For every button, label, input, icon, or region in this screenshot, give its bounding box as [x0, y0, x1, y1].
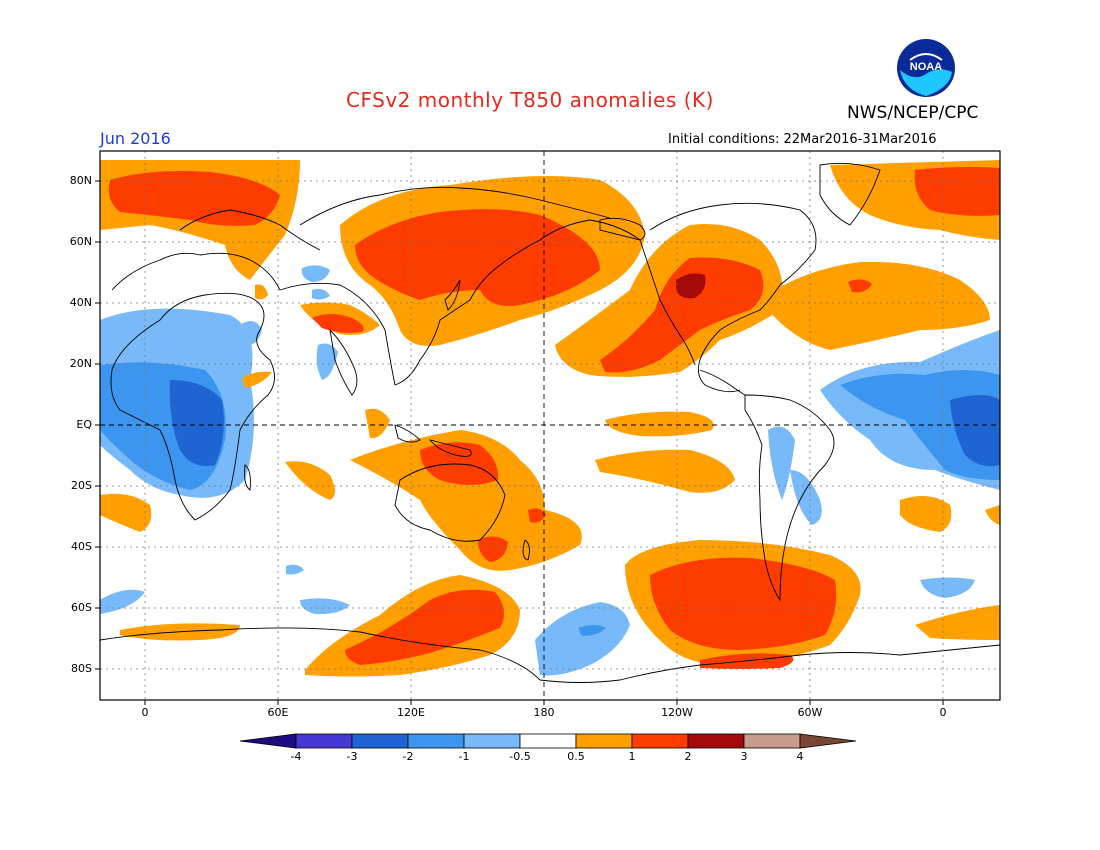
colorbar-swatch [575, 733, 633, 749]
lon-label: 120E [397, 706, 425, 719]
colorbar-swatch [631, 733, 689, 749]
map-title: CFSv2 monthly T850 anomalies (K) [346, 88, 714, 112]
colorbar-min-triangle [239, 733, 297, 749]
colorbar [239, 733, 857, 749]
colorbar-swatch [295, 733, 353, 749]
tick-marks [95, 180, 944, 705]
equator-dateline [100, 151, 1000, 700]
lat-label: 60S [71, 601, 92, 614]
colorbar-tick-label: 0.5 [567, 750, 585, 763]
lon-label: 120W [661, 706, 693, 719]
lat-label: 80N [69, 174, 92, 187]
anomaly-fields [100, 151, 1000, 700]
warm-anomaly-regions-2K [108, 166, 1000, 669]
lon-label: 180 [533, 706, 555, 719]
lat-label: 20S [71, 479, 92, 492]
lat-label: 60N [69, 235, 92, 248]
colorbar-max-triangle [799, 733, 857, 749]
lat-label: 20N [69, 357, 92, 370]
noaa-logo: NOAA [897, 39, 955, 97]
organization-label: NWS/NCEP/CPC [847, 103, 979, 123]
logo-text: NOAA [910, 61, 942, 73]
colorbar-swatch [743, 733, 801, 749]
colorbar-tick-label: -0.5 [509, 750, 531, 763]
lat-label: EQ [76, 418, 92, 431]
colorbar-tick-label: -1 [458, 750, 470, 763]
colorbar-swatch [407, 733, 465, 749]
coastlines [100, 162, 1000, 683]
grid-lines [100, 151, 1000, 700]
colorbar-tick-label: 4 [796, 750, 804, 763]
initial-conditions: Initial conditions: 22Mar2016-31Mar2016 [668, 132, 937, 147]
colorbar-swatch [463, 733, 521, 749]
warm-anomaly-regions-3K [676, 273, 706, 299]
colorbar-swatch [687, 733, 745, 749]
forecast-month: Jun 2016 [100, 129, 171, 148]
lat-label: 40N [69, 296, 92, 309]
lon-label: 0 [939, 706, 947, 719]
lat-label: 40S [71, 540, 92, 553]
lat-label: 80S [71, 662, 92, 675]
colorbar-tick-label: -4 [290, 750, 302, 763]
colorbar-tick-label: 1 [628, 750, 636, 763]
colorbar-tick-label: -2 [402, 750, 414, 763]
colorbar-tick-label: -3 [346, 750, 358, 763]
colorbar-tick-label: 3 [740, 750, 748, 763]
lon-label: 60E [267, 706, 289, 719]
colorbar-tick-label: 2 [684, 750, 692, 763]
lon-label: 60W [797, 706, 823, 719]
lon-label: 0 [141, 706, 149, 719]
colorbar-swatch [519, 733, 577, 749]
colorbar-swatch [351, 733, 409, 749]
